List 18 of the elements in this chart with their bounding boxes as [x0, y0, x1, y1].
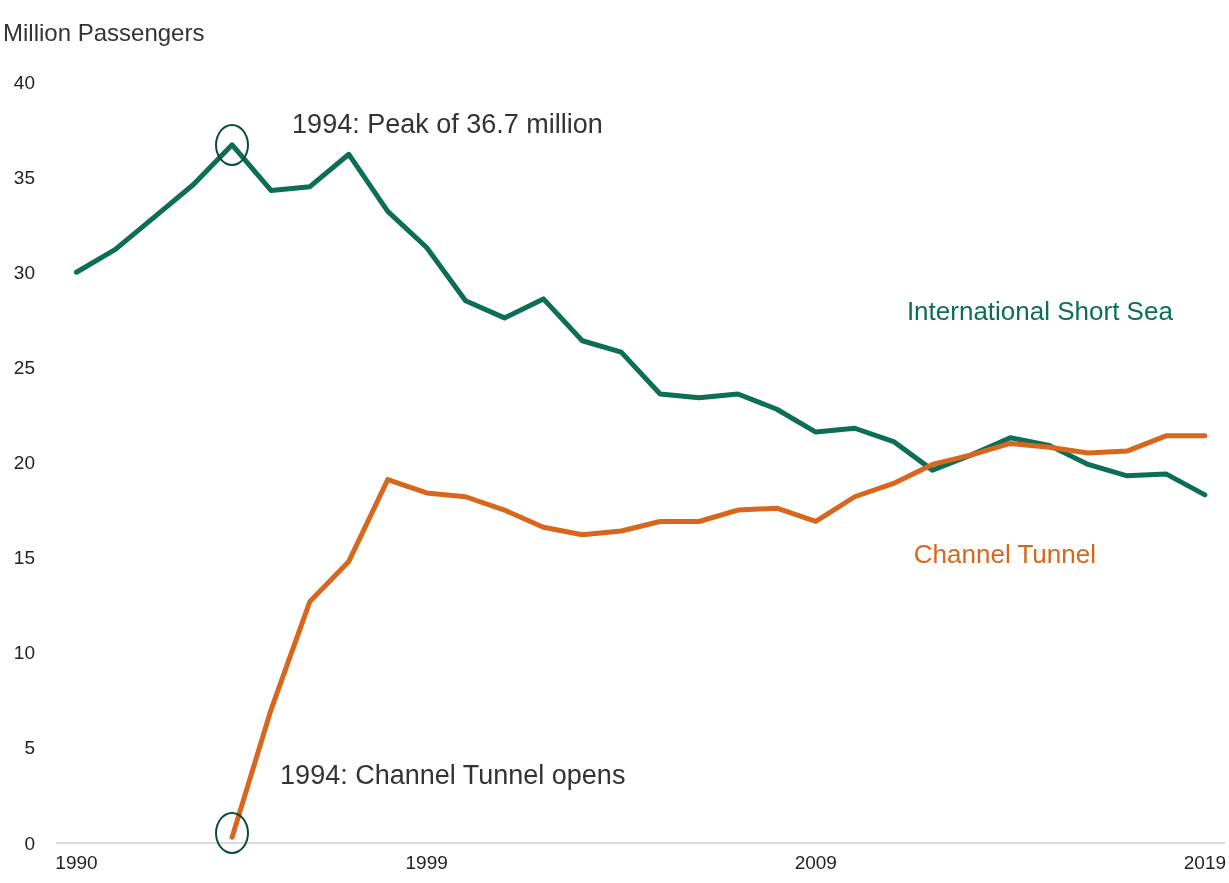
y-tick-label: 0: [24, 832, 35, 854]
x-tick-label: 2019: [1183, 852, 1227, 873]
y-tick-label: 20: [13, 452, 35, 473]
x-tick-label: 1999: [405, 852, 448, 873]
x-tick-label: 2009: [794, 852, 837, 873]
y-tick-label: 35: [13, 166, 35, 188]
y-axis-title: Million Passengers: [3, 18, 205, 46]
y-tick-label: 10: [13, 642, 35, 664]
x-tick-label: 1990: [55, 852, 98, 873]
annotation: 1994: Peak of 36.7 million: [292, 108, 603, 139]
y-tick-label: 40: [13, 71, 35, 93]
y-tick-label: 15: [13, 547, 35, 569]
y-tick-label: 30: [13, 261, 35, 283]
y-tick-label: 25: [13, 356, 35, 378]
text: International Short Sea: [906, 295, 1174, 326]
text: Channel Tunnel: [913, 538, 1096, 569]
y-tick-label: 5: [24, 737, 35, 759]
annotation: 1994: Channel Tunnel opens: [280, 760, 626, 791]
